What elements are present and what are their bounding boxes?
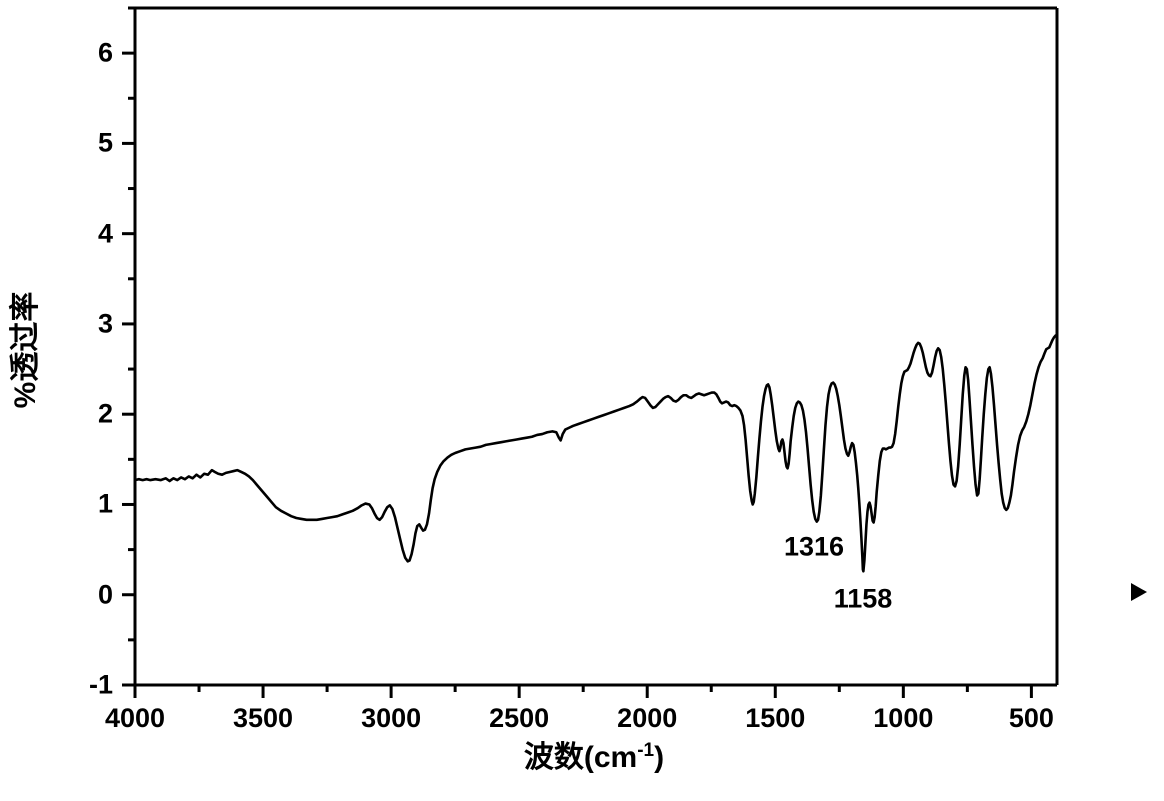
axis-frame (133, 6, 1059, 687)
y-tick-label: 6 (97, 37, 113, 68)
y-tick-label: 2 (97, 398, 113, 429)
y-tick-label: 4 (97, 218, 113, 249)
x-axis-title-exponent: -1 (637, 740, 655, 761)
y-tick-label: 3 (97, 308, 113, 339)
x-axis-ticks (133, 685, 1033, 698)
peak-annotation-1316: 1316 (783, 531, 845, 562)
y-axis-title: %透过率 (9, 291, 42, 409)
y-tick-label: -1 (88, 669, 113, 700)
x-tick-label: 500 (1008, 703, 1054, 733)
x-tick-label: 4000 (104, 703, 166, 733)
x-tick-label: 2500 (489, 703, 550, 733)
x-tick-label: 3000 (361, 703, 422, 733)
right-triangle-marker-icon (1131, 583, 1147, 601)
x-tick-label: 1000 (873, 703, 934, 733)
y-axis-ticks (122, 6, 135, 687)
x-tick-label: 3500 (233, 703, 294, 733)
x-axis-title: 波数(cm-1) (523, 740, 665, 774)
peak-annotation-1158: 1158 (833, 583, 893, 614)
x-tick-label: 1500 (745, 703, 806, 733)
x-axis-title-close: ) (654, 741, 665, 774)
y-tick-label: 0 (97, 579, 113, 610)
y-tick-label: 1 (97, 488, 113, 519)
x-axis-title-base: 波数(cm (523, 741, 638, 774)
x-tick-label: 2000 (617, 703, 678, 733)
spectrum-line (133, 333, 1059, 573)
y-tick-label: 5 (97, 127, 113, 158)
